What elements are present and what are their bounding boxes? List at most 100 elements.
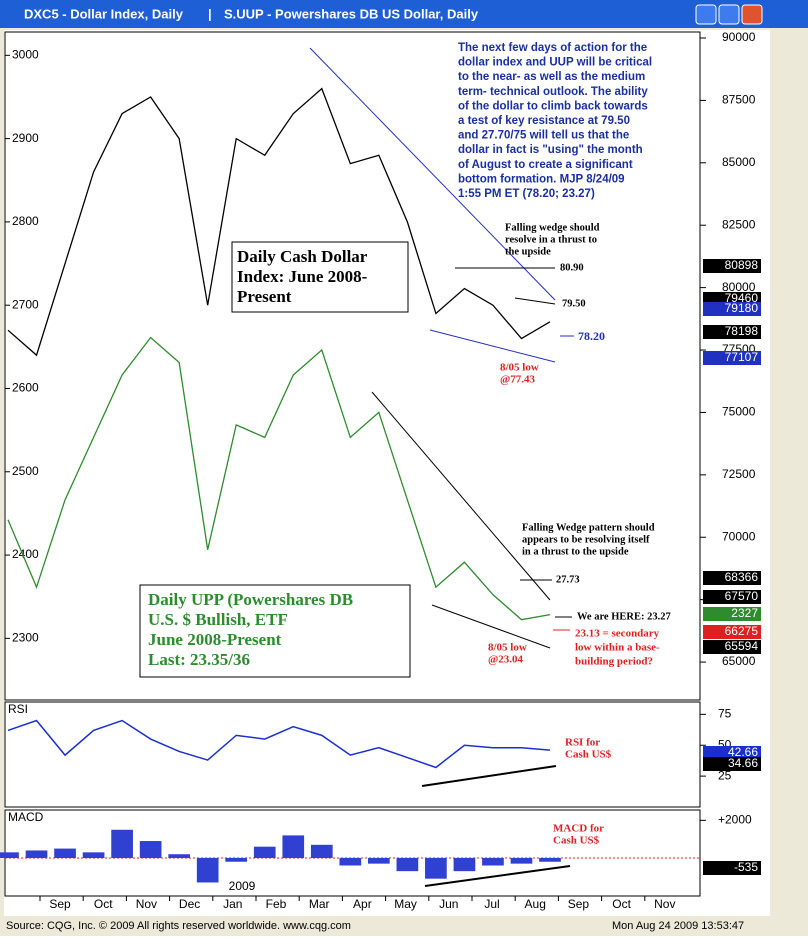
commentary: to the near- as well as the medium [458,71,645,83]
annotation: 8/05 low [488,642,527,654]
y2-tick-label: 65000 [722,654,756,668]
label-box [231,241,409,313]
price-tag [703,861,761,875]
annotation: @23.04 [488,654,523,666]
x-tick-label: Jan [223,897,242,911]
annotation: 80.90 [560,262,584,273]
y2-tick-label: 87500 [722,93,756,107]
y2-tick-label: 85000 [722,155,756,169]
close-button[interactable] [741,4,763,25]
series-line [7,336,551,621]
y-tick-label: 2300 [12,631,39,645]
annotation: building period? [575,656,653,668]
trendline [424,865,571,887]
trendline [421,765,557,787]
commentary: The next few days of action for the [458,42,647,54]
macd-bar [539,857,561,862]
macd-bar [510,857,533,864]
panel-note: Cash US$ [553,835,600,847]
label-box-text: Last: 23.35/36 [148,650,250,669]
y-tick-label: 2800 [12,214,39,228]
panel-note: MACD for [553,823,604,835]
y-tick-label: 25 [718,768,732,782]
trendlines [309,47,574,887]
title-right: S.UUP - Powershares DB US Dollar, Daily [224,6,479,21]
annotation: @77.43 [500,374,535,386]
x-tick-label: Nov [654,897,675,911]
price-tag-label: 65594 [725,639,759,653]
x-tick-label: Dec [179,897,200,911]
price-tag [703,302,761,316]
price-tag [703,625,761,639]
macd-bar [425,857,447,879]
price-tag-label: 67570 [725,589,759,603]
annotation: Falling wedge should [505,222,600,233]
x-tick-label: Jun [439,897,458,911]
x-tick-label: Nov [136,897,157,911]
y-tick-label: 2500 [12,464,39,478]
commentary: bottom formation. MJP 8/24/09 [458,173,625,185]
y2-tick-label: 80000 [722,280,756,294]
macd-bar [196,857,219,883]
y2-tick-label: 75000 [722,405,756,419]
annotation: 8/05 low [500,362,539,374]
price-tag-label: 80898 [725,258,759,272]
annotation: appears to be resolving itself [522,534,650,545]
footer-time: Mon Aug 24 2009 13:53:47 [612,920,744,932]
commentary: and 27.70/75 will tell us that the [458,130,629,142]
commentary: dollar in fact is "using" the month [458,144,643,156]
price-tag-label: 42.66 [728,745,758,759]
panel-label: MACD [8,810,44,824]
price-tag-label: 77107 [725,350,759,364]
x-tick-label: Oct [612,897,631,911]
y-tick-label: 75 [718,707,732,721]
x-tick-label: Sep [568,897,590,911]
price-tag-label: 68366 [725,570,759,584]
main-panel [4,31,701,701]
trendline [429,329,556,363]
macd-bar [253,846,276,858]
label-box-text: U.S. $ Bullish, ETF [148,610,288,629]
commentary: of the dollar to climb back towards [458,100,648,112]
x-tick-label: Apr [353,897,372,911]
macd-bar [368,857,390,864]
panel-note: RSI for [565,737,600,749]
y-tick-label: 2700 [12,297,39,311]
y-tick-label: 2900 [12,131,39,145]
price-tag-label: 78198 [725,324,759,338]
y-tick-label: +2000 [718,813,752,827]
label-box [139,584,411,678]
y-tick-label: 2600 [12,381,39,395]
annotation: We are HERE: 23.27 [577,611,671,622]
annotation: 78.20 [578,329,605,343]
y2-tick-label: 70000 [722,529,756,543]
label-box-text: June 2008-Present [148,630,282,649]
price-tag [703,351,761,365]
macd-bar [0,852,19,858]
trendline [371,391,551,601]
x-tick-label: Jul [484,897,499,911]
footer-source: Source: CQG, Inc. © 2009 All rights rese… [6,920,351,932]
price-tag [703,590,761,604]
commentary: a test of key resistance at 79.50 [458,115,630,127]
price-tag-label: 2327 [731,606,758,620]
macd-bar [396,857,419,872]
macd-bar [54,848,76,858]
y-tick-label: 2400 [12,547,39,561]
price-tag [703,607,761,621]
x-tick-label: Aug [525,897,546,911]
macd-bar [282,835,305,858]
price-tag-label: 79180 [725,301,759,315]
macd-bar [25,850,48,858]
trendline [309,47,556,301]
title-sep: | [208,6,212,21]
commentary: of August to create a significant [458,159,633,171]
label-box-text: Index: June 2008- [237,267,368,286]
trendline [514,297,556,305]
annotation: resolve in a thrust to [505,234,597,245]
series-line [7,87,551,357]
label-box-text: Daily Cash Dollar [237,247,368,266]
minimize-button[interactable] [695,4,717,25]
maximize-button[interactable] [718,4,740,25]
